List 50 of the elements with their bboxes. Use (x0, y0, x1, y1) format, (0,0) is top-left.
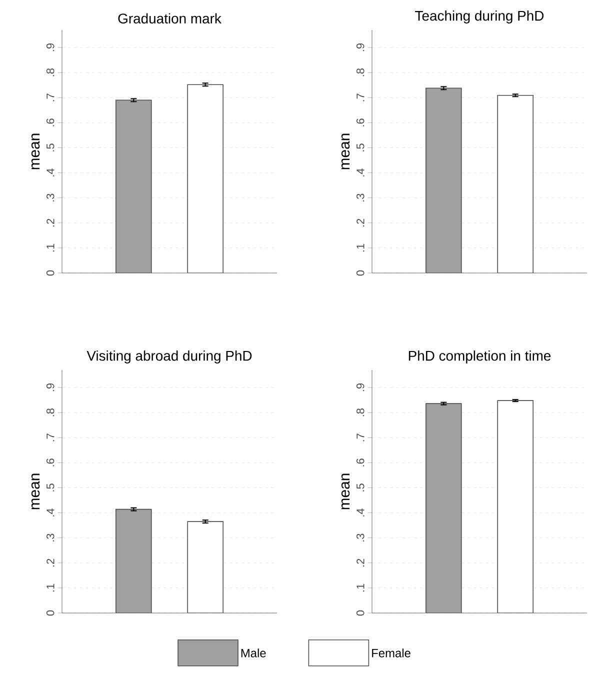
text: Male (241, 648, 266, 658)
y-tick-label: .7 (46, 94, 54, 102)
y-tick-label: .5 (356, 144, 364, 152)
y-tick-label: .3 (46, 534, 54, 542)
y-tick-label: .9 (356, 43, 364, 52)
y-tick-label: .1 (46, 244, 54, 252)
y-tick-label: .2 (356, 558, 364, 566)
y-tick-label: .1 (356, 244, 364, 252)
y-tick-label: .8 (356, 68, 364, 76)
y-tick-label: .6 (356, 458, 364, 466)
y-axis-title: mean (31, 134, 40, 170)
chart-title: Teaching during PhD (415, 10, 544, 24)
y-tick-label: 0 (356, 270, 364, 276)
y-tick-label: .3 (356, 194, 364, 202)
y-tick-label: 0 (356, 610, 364, 616)
y-tick-label: .4 (356, 508, 364, 516)
y-tick-label: .8 (46, 408, 54, 416)
y-tick-label: .1 (356, 584, 364, 592)
y-tick-label: .2 (46, 218, 54, 226)
y-axis-title: mean (341, 474, 350, 510)
y-tick-label: .4 (46, 168, 54, 176)
y-tick-label: .1 (46, 584, 54, 592)
y-tick-label: .9 (46, 383, 54, 392)
y-axis-title: mean (31, 474, 40, 510)
y-tick-label: 0 (46, 270, 54, 276)
y-tick-label: .6 (46, 118, 54, 126)
y-tick-label: .2 (356, 218, 364, 226)
y-tick-label: .5 (46, 144, 54, 152)
y-tick-label: .7 (356, 434, 364, 442)
y-tick-label: .5 (46, 484, 54, 492)
y-tick-label: .3 (356, 534, 364, 542)
y-tick-label: .9 (356, 383, 364, 392)
y-tick-label: .2 (46, 558, 54, 566)
y-tick-label: .5 (356, 484, 364, 492)
y-tick-label: 0 (46, 610, 54, 616)
y-tick-label: .6 (46, 458, 54, 466)
y-tick-label: .4 (46, 508, 54, 516)
chart-title: Visiting abroad during PhD (86, 350, 252, 364)
y-tick-label: .7 (46, 434, 54, 442)
y-tick-label: .8 (356, 408, 364, 416)
chart-title: PhD completion in time (408, 350, 551, 364)
text: Female (372, 648, 410, 658)
y-tick-label: .6 (356, 118, 364, 126)
y-tick-label: .9 (46, 43, 54, 52)
y-tick-label: .3 (46, 194, 54, 202)
y-axis-title: mean (341, 134, 350, 170)
y-tick-label: .7 (356, 94, 364, 102)
y-tick-label: .8 (46, 68, 54, 76)
y-tick-label: .4 (356, 168, 364, 176)
chart-title: Graduation mark (118, 13, 222, 24)
